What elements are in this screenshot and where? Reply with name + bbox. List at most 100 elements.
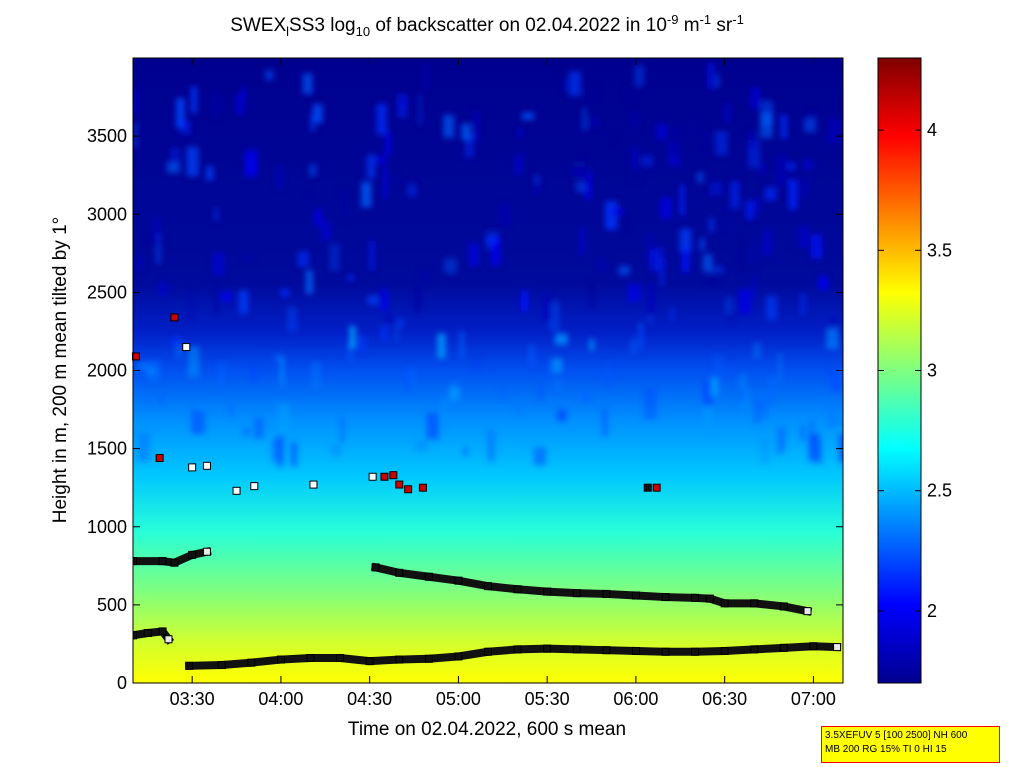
texture-cell	[611, 208, 623, 216]
texture-cell	[706, 277, 718, 286]
data-point	[652, 483, 661, 492]
info-line-2: MB 200 RG 15% TI 0 HI 15	[825, 744, 947, 755]
points-layer	[131, 313, 661, 495]
texture-cell	[160, 280, 165, 297]
texture-cell	[712, 266, 724, 274]
texture-cell	[166, 162, 180, 174]
texture-cell	[753, 197, 761, 214]
texture-cell	[390, 175, 399, 184]
texture-cell	[191, 86, 197, 114]
texture-cell	[679, 228, 692, 253]
texture-cell	[710, 377, 719, 397]
texture-cell	[589, 281, 595, 308]
texture-cell	[704, 407, 713, 436]
texture-cell	[515, 155, 522, 175]
y-tick-label: 500	[97, 595, 127, 615]
data-point	[250, 482, 259, 491]
texture-cell	[181, 120, 191, 135]
texture-cell	[838, 419, 843, 426]
series-marker	[803, 607, 812, 616]
texture-cell	[747, 130, 757, 149]
texture-cell	[706, 62, 716, 90]
texture-cell	[339, 190, 349, 221]
colorbar-tick-label: 3.5	[927, 240, 952, 260]
texture-cell	[277, 403, 291, 431]
texture-cell	[156, 233, 161, 264]
series-marker	[543, 644, 552, 653]
texture-cell	[406, 368, 415, 393]
series-marker	[750, 599, 759, 608]
texture-cell	[243, 254, 252, 263]
texture-cell	[419, 269, 431, 284]
series-marker	[247, 658, 256, 667]
series-marker	[424, 572, 433, 581]
data-point	[155, 454, 164, 462]
texture-cell	[751, 275, 757, 299]
x-tick-label: 06:00	[613, 689, 658, 709]
texture-cell	[811, 234, 822, 259]
texture-cell	[788, 179, 798, 210]
texture-cell	[290, 442, 298, 467]
colorbar-tick-label: 4	[927, 120, 937, 140]
data-point	[202, 461, 211, 470]
texture-cell	[805, 175, 810, 198]
texture-cell	[759, 163, 767, 174]
texture-cell	[329, 244, 340, 271]
texture-cell	[458, 330, 465, 358]
texture-cell	[648, 315, 652, 323]
texture-cell	[424, 63, 428, 92]
texture-cell	[554, 379, 562, 391]
colorbar-tick-label: 2.5	[927, 481, 952, 501]
texture-cell	[800, 293, 806, 315]
data-point	[309, 480, 318, 489]
texture-cell	[602, 408, 608, 437]
texture-cell	[557, 409, 567, 422]
x-tick-label: 04:00	[258, 689, 303, 709]
texture-cell	[331, 444, 342, 457]
texture-cell	[624, 209, 631, 236]
series-marker	[720, 646, 729, 655]
texture-cell	[143, 229, 152, 249]
texture-cell	[309, 164, 317, 177]
x-tick-label: 05:30	[525, 689, 570, 709]
texture-cell	[367, 295, 380, 305]
texture-cell	[245, 150, 258, 176]
texture-cell	[760, 438, 770, 464]
colorbar-tick-label: 2	[927, 601, 937, 621]
texture-cell	[799, 226, 809, 248]
texture-cell	[170, 148, 181, 168]
texture-cell	[469, 243, 479, 267]
texture-cell	[407, 183, 417, 197]
texture-cell	[638, 321, 644, 350]
texture-cell	[634, 65, 645, 87]
texture-cell	[830, 317, 838, 328]
y-axis-label: Height in m, 200 m mean tilted by 1°	[50, 217, 71, 523]
texture-cell	[347, 341, 353, 364]
texture-cell	[606, 362, 611, 388]
texture-cell	[235, 94, 245, 115]
series-marker	[809, 642, 818, 651]
texture-cell	[229, 402, 233, 417]
texture-cell	[840, 237, 843, 257]
texture-cell	[138, 362, 148, 370]
texture-cell	[750, 87, 761, 110]
texture-cell	[698, 148, 704, 159]
texture-cell	[656, 123, 667, 140]
y-tick-label: 3000	[87, 204, 127, 224]
texture-cell	[280, 288, 290, 297]
data-point	[380, 472, 389, 481]
series-marker	[164, 635, 173, 644]
texture-cell	[583, 170, 592, 200]
texture-cell	[609, 132, 621, 149]
texture-cell	[297, 251, 310, 267]
texture-cell	[724, 104, 730, 123]
data-point	[643, 483, 652, 492]
texture-cell	[528, 344, 536, 366]
texture-cell	[414, 285, 421, 313]
texture-cell	[265, 70, 274, 81]
texture-cell	[784, 162, 796, 171]
texture-cell	[418, 93, 422, 126]
texture-cell	[670, 307, 674, 321]
texture-cell	[134, 122, 138, 149]
